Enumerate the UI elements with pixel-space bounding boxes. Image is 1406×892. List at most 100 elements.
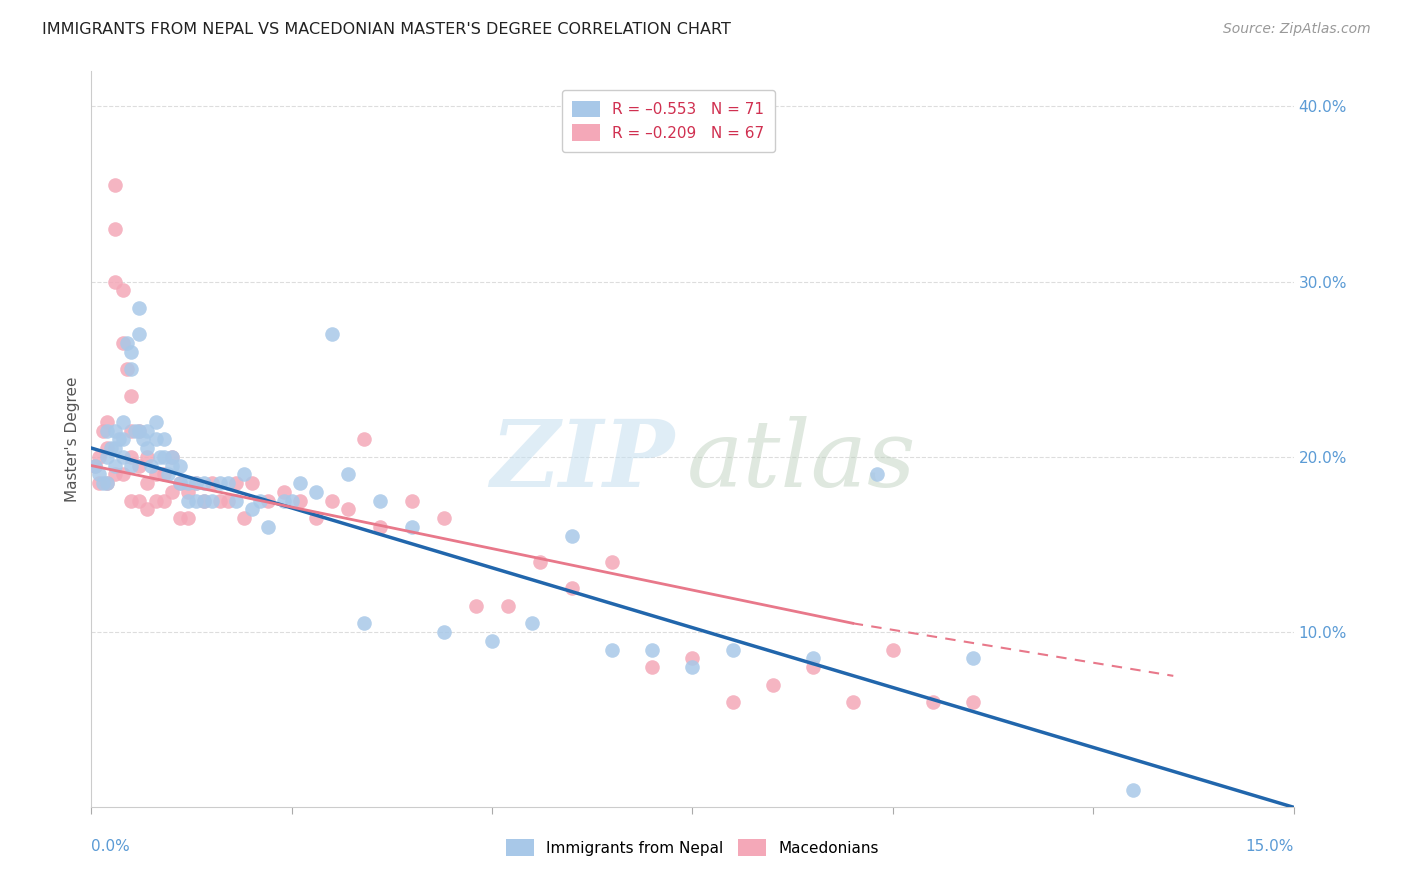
Point — [96, 450, 118, 464]
Point — [496, 599, 519, 613]
Point — [681, 651, 703, 665]
Point — [225, 476, 247, 491]
Point — [121, 344, 143, 359]
Point — [256, 520, 278, 534]
Point — [121, 424, 143, 438]
Point — [240, 476, 263, 491]
Point — [288, 476, 311, 491]
Point — [121, 493, 143, 508]
Point — [128, 424, 150, 438]
Point — [1122, 782, 1144, 797]
Point — [201, 476, 224, 491]
Point — [176, 493, 198, 508]
Point — [256, 493, 278, 508]
Point — [160, 484, 183, 499]
Point — [141, 458, 163, 473]
Point — [128, 301, 150, 315]
Point — [465, 599, 488, 613]
Point — [208, 493, 231, 508]
Point — [801, 651, 824, 665]
Point — [602, 555, 624, 569]
Point — [112, 433, 135, 447]
Point — [193, 493, 215, 508]
Point — [169, 476, 191, 491]
Point — [128, 458, 150, 473]
Point — [176, 484, 198, 499]
Point — [169, 458, 191, 473]
Point — [136, 424, 159, 438]
Point — [522, 616, 544, 631]
Point — [121, 362, 143, 376]
Point — [136, 502, 159, 516]
Point — [128, 493, 150, 508]
Point — [132, 433, 155, 447]
Point — [882, 642, 904, 657]
Point — [136, 450, 159, 464]
Point — [152, 467, 174, 482]
Point — [321, 327, 343, 342]
Point — [145, 493, 167, 508]
Point — [922, 695, 945, 709]
Point — [481, 633, 503, 648]
Point — [721, 695, 744, 709]
Point — [353, 616, 375, 631]
Point — [201, 493, 224, 508]
Point — [96, 415, 118, 429]
Point — [145, 433, 167, 447]
Point — [112, 415, 135, 429]
Point — [84, 458, 107, 473]
Point — [368, 520, 391, 534]
Point — [121, 458, 143, 473]
Point — [184, 493, 207, 508]
Point — [184, 476, 207, 491]
Point — [148, 450, 170, 464]
Point — [96, 476, 118, 491]
Text: 0.0%: 0.0% — [91, 838, 131, 854]
Point — [368, 493, 391, 508]
Point — [112, 467, 135, 482]
Point — [160, 450, 183, 464]
Point — [353, 433, 375, 447]
Point — [193, 493, 215, 508]
Text: IMMIGRANTS FROM NEPAL VS MACEDONIAN MASTER'S DEGREE CORRELATION CHART: IMMIGRANTS FROM NEPAL VS MACEDONIAN MAST… — [42, 22, 731, 37]
Point — [561, 529, 583, 543]
Point — [156, 467, 179, 482]
Point — [108, 433, 131, 447]
Point — [841, 695, 863, 709]
Point — [240, 502, 263, 516]
Point — [117, 335, 139, 350]
Point — [529, 555, 551, 569]
Text: 15.0%: 15.0% — [1246, 838, 1294, 854]
Point — [89, 467, 111, 482]
Point — [176, 476, 198, 491]
Point — [89, 476, 111, 491]
Point — [232, 511, 254, 525]
Text: Source: ZipAtlas.com: Source: ZipAtlas.com — [1223, 22, 1371, 37]
Point — [96, 476, 118, 491]
Point — [762, 678, 785, 692]
Point — [136, 476, 159, 491]
Point — [561, 581, 583, 595]
Point — [100, 441, 122, 455]
Point — [104, 458, 127, 473]
Point — [89, 450, 111, 464]
Point — [124, 424, 146, 438]
Point — [305, 511, 328, 525]
Point — [160, 458, 183, 473]
Point — [193, 476, 215, 491]
Point — [208, 476, 231, 491]
Text: ZIP: ZIP — [491, 417, 675, 507]
Point — [281, 493, 304, 508]
Point — [104, 222, 127, 236]
Point — [288, 493, 311, 508]
Point — [117, 362, 139, 376]
Point — [169, 511, 191, 525]
Point — [305, 484, 328, 499]
Point — [152, 433, 174, 447]
Point — [962, 695, 984, 709]
Point — [128, 327, 150, 342]
Point — [641, 660, 664, 674]
Point — [104, 467, 127, 482]
Point — [160, 450, 183, 464]
Point — [176, 511, 198, 525]
